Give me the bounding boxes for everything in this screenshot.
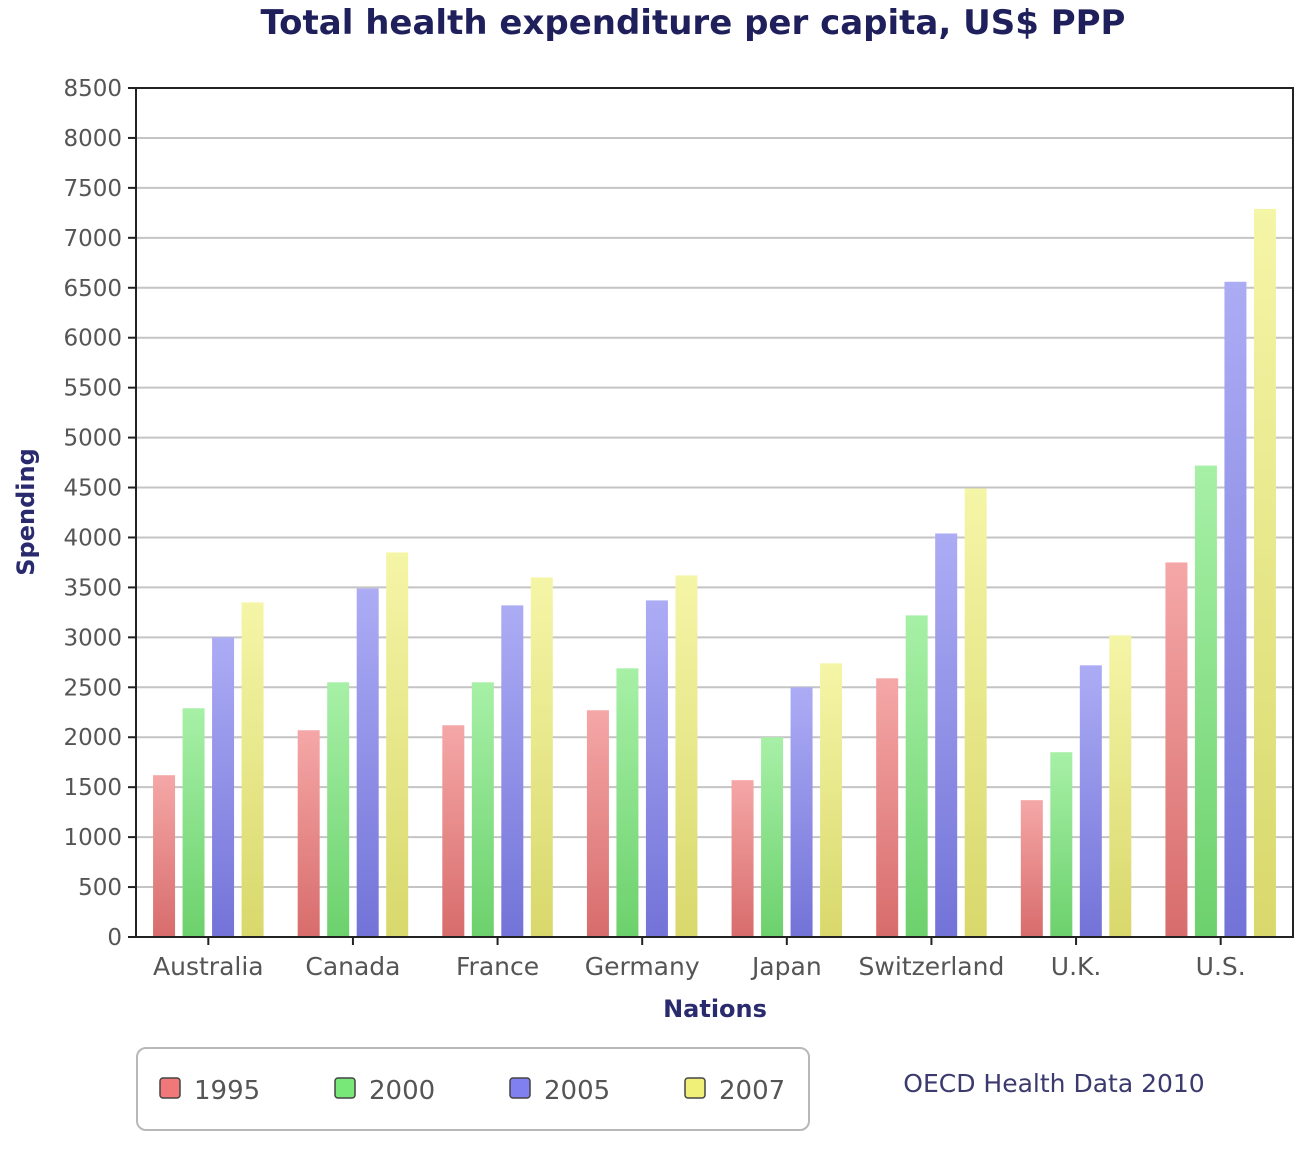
y-tick-label: 5000 [63, 426, 122, 452]
y-tick-label: 500 [78, 875, 122, 901]
y-tick-label: 3000 [63, 625, 122, 651]
legend-swatch-2005 [509, 1077, 531, 1099]
x-tick-label: U.K. [1051, 952, 1102, 981]
bars [153, 208, 1276, 938]
bar-2000-us [1194, 465, 1217, 937]
legend-label: 2005 [544, 1076, 610, 1106]
bar-1995-uk [1020, 800, 1043, 937]
bar-2005-switzerland [935, 533, 958, 937]
bar-2000-canada [327, 682, 350, 937]
bar-2000-japan [761, 737, 784, 937]
bar-2007-france [530, 577, 553, 937]
y-tick-label: 3500 [63, 575, 122, 601]
bar-1995-japan [731, 780, 754, 937]
bar-1995-us [1165, 562, 1188, 937]
bar-2005-canada [356, 588, 379, 937]
y-tick-label: 6500 [63, 276, 122, 302]
bar-2007-japan [820, 663, 843, 937]
legend: 1995 2000 2005 2007 [136, 1047, 810, 1131]
y-tick-label: 2000 [63, 725, 122, 751]
y-tick-label: 1500 [63, 775, 122, 801]
chart-title: Total health expenditure per capita, US$… [261, 3, 1126, 43]
bar-2007-australia [241, 602, 264, 937]
bar-2005-us [1224, 281, 1247, 938]
x-tick-label: Japan [750, 952, 822, 981]
x-tick-label: France [456, 952, 539, 981]
y-axis: 0 500 1000 1500 2000 2500 3000 3500 4000 4500 5000… [63, 76, 136, 951]
bar-2007-canada [386, 552, 409, 937]
y-tick-label: 0 [107, 925, 122, 951]
bar-2005-australia [212, 637, 235, 937]
y-tick-label: 8000 [63, 126, 122, 152]
x-tick-label: U.S. [1196, 952, 1246, 981]
bar-2000-switzerland [905, 615, 928, 937]
bar-2007-germany [675, 575, 698, 937]
legend-swatch-1995 [159, 1077, 181, 1099]
bar-2005-france [501, 605, 524, 937]
x-axis-title: Nations [663, 995, 767, 1023]
legend-label: 2000 [369, 1076, 435, 1106]
y-tick-label: 1000 [63, 825, 122, 851]
bar-2000-germany [616, 668, 639, 937]
bar-1995-germany [586, 710, 609, 937]
bar-2000-france [471, 682, 494, 937]
legend-box [136, 1047, 810, 1131]
bar-2005-uk [1079, 665, 1102, 937]
y-tick-label: 5500 [63, 376, 122, 402]
bar-2007-switzerland [964, 488, 987, 937]
y-axis-title: Spending [12, 448, 40, 576]
plot-frame [135, 87, 1294, 938]
x-axis: Australia Canada France Germany Japan Switzer… [153, 937, 1246, 981]
legend-label: 2007 [719, 1076, 785, 1106]
x-tick-label: Australia [153, 952, 264, 981]
x-tick-label: Canada [305, 952, 400, 981]
bar-2007-us [1253, 208, 1276, 937]
bar-2007-uk [1109, 635, 1132, 937]
bar-1995-canada [297, 730, 320, 937]
bar-2005-germany [645, 600, 668, 937]
legend-label: 1995 [194, 1076, 260, 1106]
bar-2000-australia [182, 708, 205, 937]
y-tick-label: 7500 [63, 176, 122, 202]
bar-2000-uk [1050, 752, 1073, 937]
y-tick-label: 2500 [63, 675, 122, 701]
bar-1995-switzerland [876, 678, 899, 937]
x-tick-label: Switzerland [859, 952, 1005, 981]
gridlines [136, 136, 1293, 889]
y-tick-label: 4000 [63, 525, 122, 551]
bar-1995-france [442, 725, 465, 937]
y-tick-label: 8500 [63, 76, 122, 102]
y-tick-label: 6000 [63, 326, 122, 352]
y-tick-label: 7000 [63, 226, 122, 252]
source-annotation: OECD Health Data 2010 [903, 1069, 1204, 1098]
legend-swatch-2000 [334, 1077, 356, 1099]
bar-1995-australia [153, 775, 176, 937]
legend-swatch-2007 [684, 1077, 706, 1099]
bar-2005-japan [790, 687, 813, 937]
y-tick-label: 4500 [63, 476, 122, 502]
x-tick-label: Germany [585, 952, 700, 981]
